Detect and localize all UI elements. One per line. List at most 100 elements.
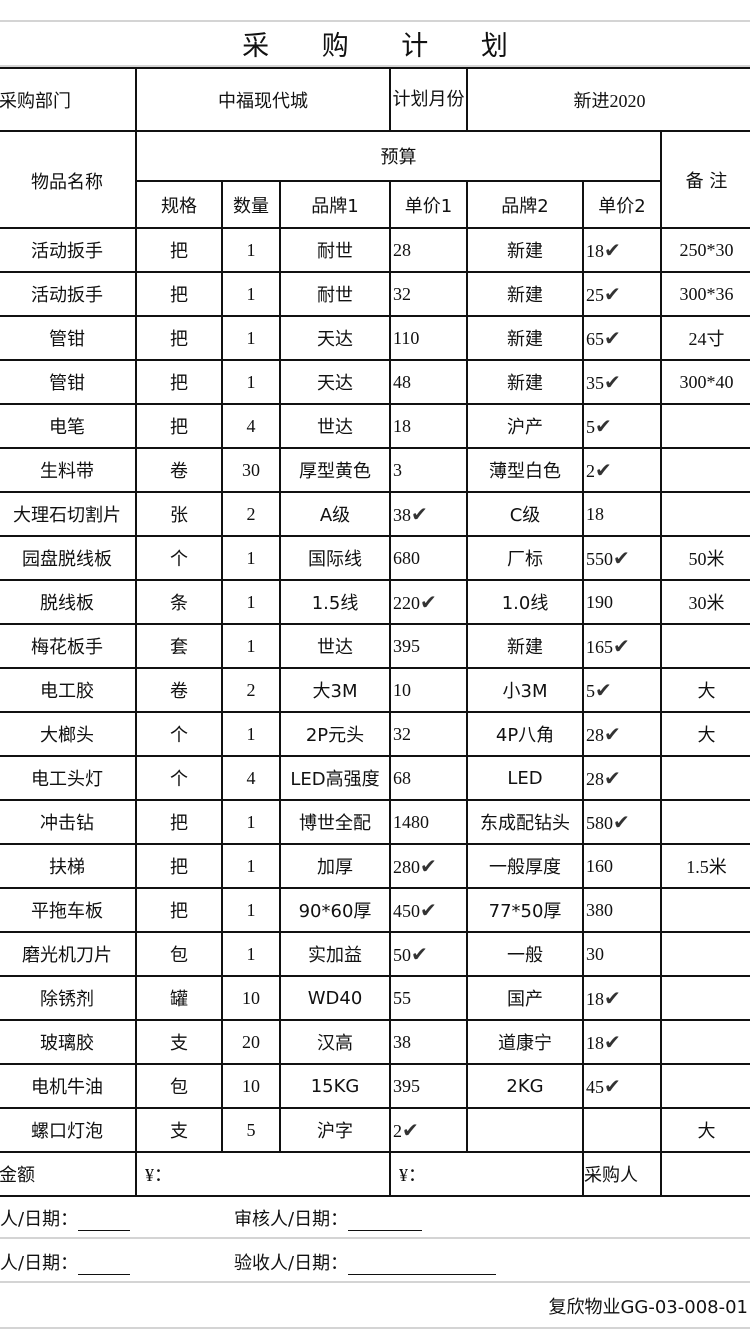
item-price2-text: 380	[586, 899, 614, 920]
item-spec-text: 支	[170, 1121, 188, 1142]
col-price1: 单价1	[389, 180, 469, 229]
item-name: 电机牛油	[0, 1063, 137, 1109]
item-name-text: 活动扳手	[31, 285, 103, 306]
table-row: 活动扳手 把 1 耐世 28 新建 18✔ 250*30	[0, 227, 750, 273]
col-price2: 单价2	[582, 180, 663, 229]
item-qty-text: 1	[246, 811, 256, 832]
col-spec: 规格	[135, 180, 223, 229]
item-qty: 20	[221, 1019, 281, 1065]
item-brand2-text: 新建	[507, 637, 544, 658]
item-note-text: 30米	[688, 593, 725, 613]
item-brand1: 耐世	[278, 271, 392, 317]
item-spec-text: 把	[170, 813, 188, 834]
item-brand1-text: 汉高	[317, 1033, 354, 1054]
item-price2-text: 550	[586, 548, 614, 569]
item-name-text: 梅花板手	[31, 637, 103, 658]
item-brand2-text: 小3M	[502, 681, 548, 702]
item-brand1: 大3M	[278, 667, 392, 713]
table-row: 管钳 把 1 天达 110 新建 65✔ 24寸	[0, 315, 750, 361]
item-price2: 18✔	[582, 1019, 663, 1065]
table-row: 生料带 卷 30 厚型黄色 3 薄型白色 2✔	[0, 447, 750, 493]
item-name-text: 园盘脱线板	[22, 549, 112, 570]
item-brand1-text: 耐世	[317, 241, 354, 262]
item-spec: 把	[135, 227, 223, 273]
item-spec: 把	[135, 403, 223, 449]
divider	[0, 20, 750, 22]
item-qty: 1	[221, 535, 281, 581]
signature-approver: 人/日期：	[0, 1249, 131, 1275]
table-row: 磨光机刀片 包 1 实加益 50✔ 一般 30	[0, 931, 750, 977]
item-brand2: 道康宁	[466, 1019, 585, 1065]
item-note	[660, 1019, 750, 1065]
item-brand2: 1.0线	[466, 579, 585, 625]
item-price1-text: 220	[393, 592, 421, 613]
item-brand1-text: 实加益	[308, 945, 363, 966]
table-row: 扶梯 把 1 加厚 280✔ 一般厚度 160 1.5米	[0, 843, 750, 889]
signature-line	[78, 1261, 131, 1275]
item-name-text: 电工头灯	[31, 769, 103, 790]
check-mark-icon: ✔	[604, 239, 621, 262]
item-note-text: 大	[697, 681, 716, 701]
item-note	[660, 491, 750, 537]
item-name: 脱线板	[0, 579, 137, 625]
item-qty: 2	[221, 667, 281, 713]
item-price1: 3	[389, 447, 469, 493]
item-price1: 32	[389, 271, 469, 317]
divider	[0, 65, 750, 67]
item-name: 螺口灯泡	[0, 1107, 137, 1153]
item-spec: 卷	[135, 447, 223, 493]
item-brand1-text: 厚型黄色	[299, 461, 372, 482]
item-note: 300*40	[660, 359, 750, 405]
item-price1-text: 32	[393, 723, 412, 744]
item-note: 250*30	[660, 227, 750, 273]
item-brand1: LED高强度	[278, 755, 392, 801]
item-spec-text: 把	[170, 285, 188, 306]
item-brand2-text: LED	[507, 767, 543, 789]
item-name: 大理石切割片	[0, 491, 137, 537]
item-qty-text: 4	[246, 415, 256, 436]
item-spec: 条	[135, 579, 223, 625]
item-name-text: 管钳	[49, 329, 85, 350]
col-note: 备 注	[660, 130, 750, 229]
divider	[0, 1327, 750, 1329]
item-brand2: C级	[466, 491, 585, 537]
item-brand2-text: C级	[509, 505, 541, 526]
item-brand1-text: 国际线	[308, 549, 363, 570]
item-brand2: LED	[466, 755, 585, 801]
item-brand2: 新建	[466, 227, 585, 273]
item-qty-text: 5	[246, 1119, 256, 1140]
item-qty: 1	[221, 843, 281, 889]
table-row: 电工胶 卷 2 大3M 10 小3M 5✔ 大	[0, 667, 750, 713]
signature-line	[348, 1217, 423, 1231]
item-brand1-text: 1.5线	[311, 593, 359, 614]
item-spec-text: 把	[170, 373, 188, 394]
item-brand1: 加厚	[278, 843, 392, 889]
purchase-plan-table: 采购部门 中福现代城 计划月份 新进2020 物品名称 预算 备 注 规格 数量…	[0, 67, 750, 1197]
item-spec-text: 包	[170, 945, 188, 966]
item-name: 管钳	[0, 359, 137, 405]
col-name: 物品名称	[0, 130, 137, 229]
item-brand1-text: A级	[319, 505, 351, 526]
item-qty-text: 1	[246, 855, 256, 876]
item-brand2: 沪产	[466, 403, 585, 449]
item-brand2: 国产	[466, 975, 585, 1021]
item-price2: 5✔	[582, 403, 663, 449]
item-note	[660, 1063, 750, 1109]
item-brand2-text: 新建	[507, 373, 544, 394]
item-spec: 把	[135, 315, 223, 361]
item-price1: 55	[389, 975, 469, 1021]
item-price1-text: 55	[393, 987, 412, 1008]
item-price1: 28	[389, 227, 469, 273]
item-name-text: 脱线板	[40, 593, 94, 614]
item-note-text: 大	[697, 1121, 716, 1141]
item-spec: 把	[135, 843, 223, 889]
dept-value: 中福现代城	[134, 67, 392, 132]
item-qty-text: 1	[246, 635, 256, 656]
item-brand2: 2KG	[466, 1063, 585, 1109]
item-qty: 1	[221, 623, 281, 669]
item-price1: 48	[389, 359, 469, 405]
check-mark-icon: ✔	[604, 767, 621, 790]
item-note	[660, 403, 750, 449]
item-price1: 450✔	[389, 887, 469, 933]
item-spec: 套	[135, 623, 223, 669]
